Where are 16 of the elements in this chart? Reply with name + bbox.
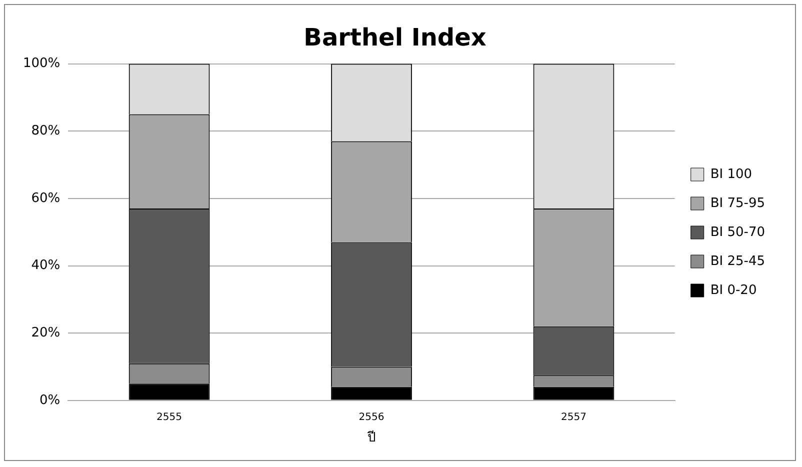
legend-label: BI 100: [710, 166, 752, 182]
chart-title: Barthel Index: [304, 24, 487, 52]
legend-label: BI 75-95: [710, 196, 766, 211]
y-tick-label: 40%: [31, 258, 60, 274]
x-axis-title: ปี: [366, 430, 376, 446]
y-tick-label: 100%: [22, 56, 60, 72]
legend-label: BI 50-70: [710, 224, 766, 240]
legend-label: BI 25-45: [710, 254, 766, 269]
y-tick-label: 80%: [31, 123, 60, 138]
y-tick-label: 0%: [40, 392, 60, 408]
y-tick-label: 60%: [31, 190, 60, 206]
x-tick-label: 2557: [561, 412, 586, 423]
x-tick-label: 2555: [156, 412, 182, 423]
x-tick-label: 2556: [358, 412, 384, 423]
legend-label: BI 0-20: [710, 282, 757, 298]
y-tick-label: 20%: [31, 325, 60, 340]
